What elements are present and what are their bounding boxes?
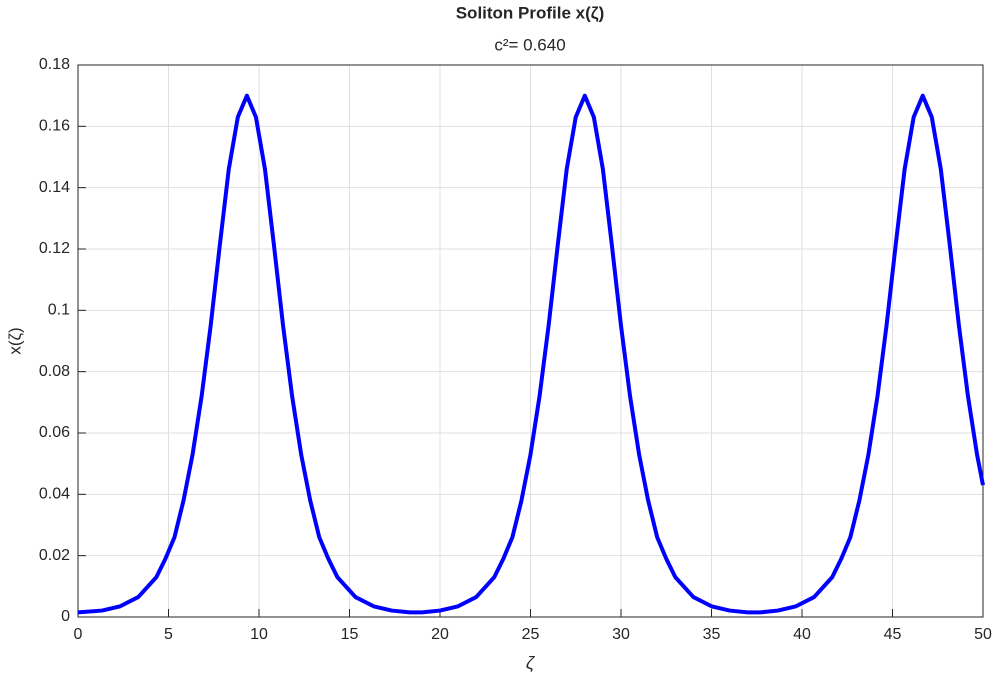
x-tick-label: 15 [341, 626, 359, 643]
x-tick-label: 40 [793, 626, 811, 643]
axes-box [77, 64, 984, 618]
y-tick-label: 0.18 [39, 56, 70, 73]
x-tick-label: 10 [250, 626, 268, 643]
chart-title: Soliton Profile x(ζ) [456, 3, 605, 22]
y-tick-label: 0.16 [39, 118, 70, 135]
x-tick-label: 30 [612, 626, 630, 643]
x-tick-label: 5 [164, 626, 173, 643]
data-line [77, 93, 985, 615]
y-tick-label: 0.12 [39, 240, 70, 257]
chart-subtitle: c²= 0.640 [494, 35, 565, 54]
x-axis-label: ζ [526, 653, 536, 673]
x-tick-label: 50 [974, 626, 992, 643]
y-tick-label: 0.06 [39, 424, 70, 441]
y-tick-label: 0.1 [48, 302, 70, 319]
x-tick-label: 20 [431, 626, 449, 643]
x-tick-label: 25 [522, 626, 540, 643]
y-tick-label: 0.02 [39, 547, 70, 564]
y-tick-label: 0.08 [39, 363, 70, 380]
y-tick-label: 0.14 [39, 179, 70, 196]
x-tick-label: 0 [74, 626, 83, 643]
x-tick-label: 35 [703, 626, 721, 643]
y-tick-label: 0.04 [39, 486, 70, 503]
x-tick-label: 45 [884, 626, 902, 643]
y-tick-label: 0 [61, 608, 70, 625]
y-axis-label: x(ζ) [5, 327, 24, 354]
